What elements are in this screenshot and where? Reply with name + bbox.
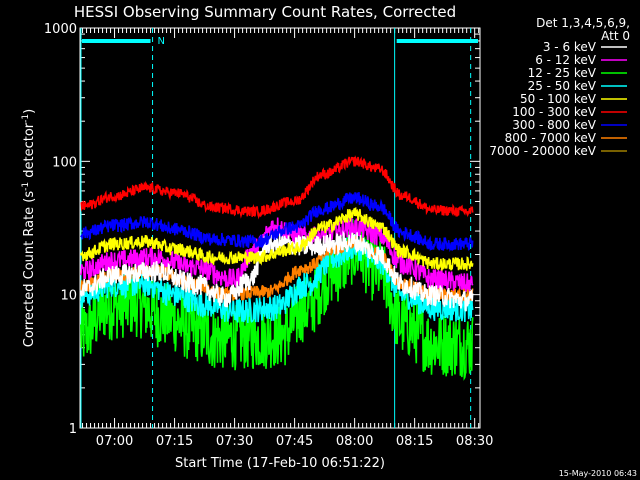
series-line-6 bbox=[80, 192, 474, 253]
x-tick-label: 07:15 bbox=[156, 434, 193, 449]
x-tick-label: 07:00 bbox=[96, 434, 133, 449]
y-axis-label: Corrected Count Rate (s-1 detector-1) bbox=[21, 109, 37, 347]
y-axis-label-mid: detector bbox=[22, 122, 37, 182]
x-tick-label: 07:30 bbox=[216, 434, 253, 449]
y-axis-label-main: Corrected Count Rate (s bbox=[22, 191, 37, 348]
legend-label-0: 3 - 6 keV bbox=[543, 40, 597, 54]
timestamp: 15-May-2010 06:43 bbox=[559, 469, 637, 478]
series-line-4 bbox=[80, 207, 474, 271]
x-tick-label: 07:45 bbox=[276, 434, 313, 449]
legend-label-2: 12 - 25 keV bbox=[528, 66, 597, 80]
legend-label-1: 6 - 12 keV bbox=[535, 53, 597, 67]
legend-label-4: 50 - 100 keV bbox=[520, 92, 597, 106]
y-axis-label-end: ) bbox=[22, 109, 37, 114]
plot-frame bbox=[79, 27, 481, 429]
legend-label-6: 300 - 800 keV bbox=[512, 118, 596, 132]
x-tick-label: 08:15 bbox=[396, 434, 433, 449]
night-marker: N bbox=[158, 36, 165, 47]
legend-label-7: 800 - 7000 keV bbox=[505, 131, 597, 145]
legend-header-line1: Det 1,3,4,5,6,9, bbox=[536, 16, 630, 30]
legend-label-8: 7000 - 20000 keV bbox=[489, 144, 596, 158]
y-axis-label-sup1: -1 bbox=[21, 182, 31, 191]
y-tick-label: 1 bbox=[69, 422, 77, 437]
series-line-5 bbox=[80, 155, 474, 220]
legend-label-5: 100 - 300 keV bbox=[512, 105, 596, 119]
x-tick-label: 08:00 bbox=[336, 434, 373, 449]
legend-header-line2: Att 0 bbox=[601, 29, 630, 43]
x-axis-label: Start Time (17-Feb-10 06:51:22) bbox=[175, 456, 385, 471]
y-tick-label: 100 bbox=[52, 155, 77, 170]
chart-title: HESSI Observing Summary Count Rates, Cor… bbox=[74, 3, 456, 21]
plot-area: 1 10 100 1000 07:00 07:15 07:30 07:45 08:00 08:15… bbox=[44, 22, 493, 449]
y-axis-label-sup2: -1 bbox=[21, 114, 31, 123]
y-tick-label: 1000 bbox=[44, 22, 77, 37]
legend-label-3: 25 - 50 keV bbox=[528, 79, 597, 93]
y-tick-label: 10 bbox=[60, 289, 77, 304]
x-tick-label: 08:30 bbox=[456, 434, 493, 449]
